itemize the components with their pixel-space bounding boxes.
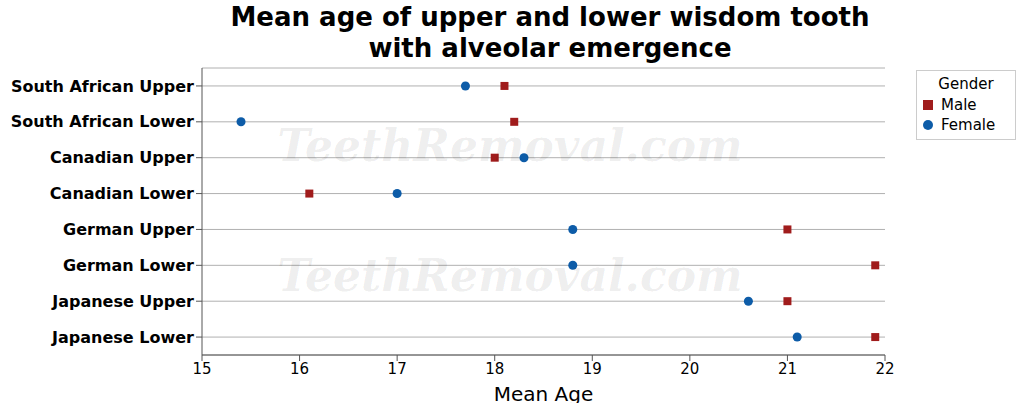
- svg-text:16: 16: [290, 360, 309, 378]
- svg-text:18: 18: [485, 360, 504, 378]
- svg-text:19: 19: [583, 360, 602, 378]
- svg-text:German Lower: German Lower: [63, 256, 194, 275]
- html-text:Male: Male: [941, 96, 977, 114]
- svg-text:Japanese Upper: Japanese Upper: [51, 292, 194, 311]
- html-text:TeethRemoval.com: TeethRemoval.com: [277, 120, 743, 171]
- svg-text:15: 15: [192, 360, 211, 378]
- svg-text:Canadian Upper: Canadian Upper: [50, 148, 194, 167]
- svg-text:Japanese Lower: Japanese Lower: [51, 328, 194, 347]
- html-text:TeethRemoval.com: TeethRemoval.com: [277, 250, 743, 301]
- svg-text:Canadian Lower: Canadian Lower: [50, 184, 194, 203]
- svg-text:21: 21: [778, 360, 797, 378]
- svg-text:German Upper: German Upper: [63, 220, 194, 239]
- html-text:Mean age of upper and lower wi: Mean age of upper and lower wisdom tooth…: [230, 2, 870, 63]
- svg-text:22: 22: [875, 360, 894, 378]
- svg-text:17: 17: [388, 360, 407, 378]
- svg-text:South African Lower: South African Lower: [11, 112, 194, 131]
- html-text:Gender: Gender: [938, 75, 994, 93]
- svg-text:Mean Age: Mean Age: [494, 382, 594, 403]
- html-text:Female: Female: [941, 116, 996, 134]
- svg-text:South African Upper: South African Upper: [11, 77, 194, 96]
- svg-text:20: 20: [680, 360, 699, 378]
